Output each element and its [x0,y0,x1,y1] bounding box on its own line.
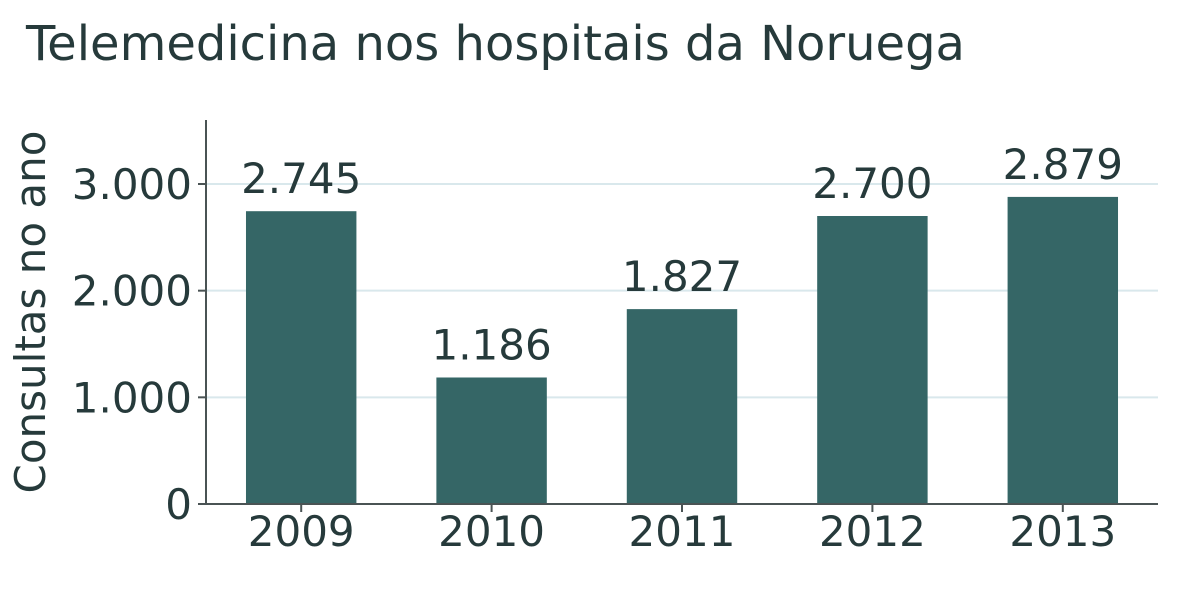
bar-2009 [245,211,357,504]
y-tick-label: 1.000 [72,373,192,422]
x-tick-label-2011: 2011 [629,507,736,556]
x-tick-label-2009: 2009 [248,507,355,556]
value-label-2009: 2.745 [241,154,361,203]
chart-title: Telemedicina nos hospitais da Noruega [25,16,965,72]
value-label-2012: 2.700 [812,159,932,208]
bar-2013 [1007,196,1119,504]
value-label-2013: 2.879 [1003,140,1123,189]
y-tick-label: 2.000 [72,267,192,316]
y-axis-label: Consultas no ano [6,131,55,494]
x-tick-label-2013: 2013 [1009,507,1116,556]
bar-2011 [626,309,738,504]
y-tick-label: 0 [165,480,192,529]
value-label-2010: 1.186 [431,320,551,369]
bar-2010 [436,377,547,504]
labels: 0 1.000 2.000 3.000 2.745 2009 1.186 2010 1.827 2… [72,140,1123,556]
bar-2012 [817,216,928,504]
x-tick-label-2010: 2010 [438,507,545,556]
x-tick-label-2012: 2012 [819,507,926,556]
axes [198,120,1158,512]
bars [245,196,1119,504]
value-label-2011: 1.827 [622,252,742,301]
y-tick-label: 3.000 [72,160,192,209]
